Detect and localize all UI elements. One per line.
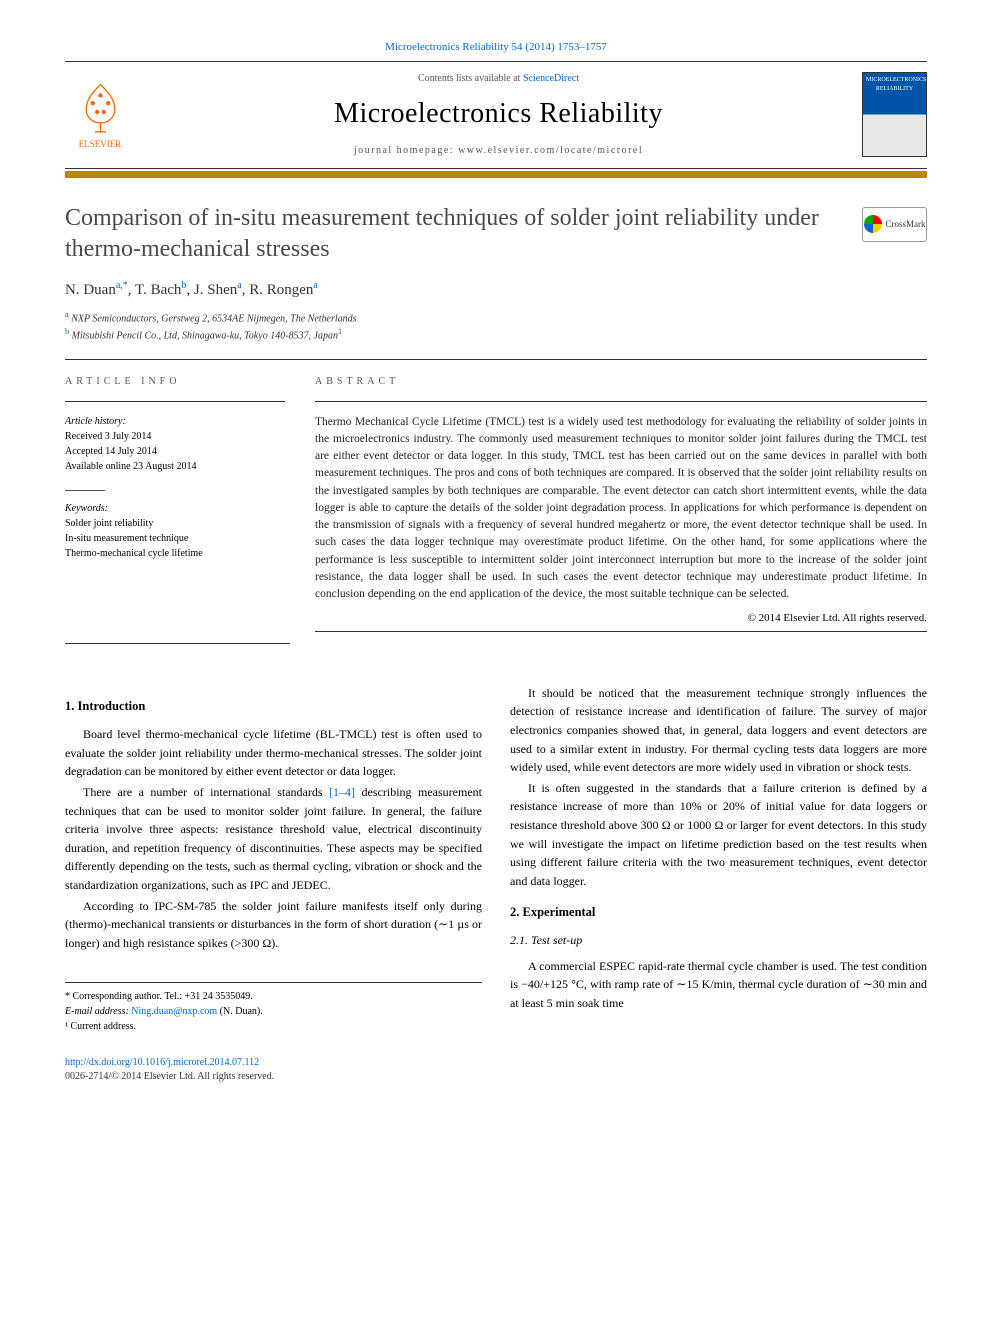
received-date: Received 3 July 2014 [65, 429, 285, 444]
text: describing measurement techniques that c… [65, 785, 482, 892]
article-info-col: ARTICLE INFO Article history: Received 3… [65, 375, 285, 644]
aff-mark: a [65, 310, 69, 319]
abstract-heading: ABSTRACT [315, 375, 927, 389]
affiliations: a NXP Semiconductors, Gerstweg 2, 6534AE… [65, 309, 927, 344]
reference-link[interactable]: [1–4] [329, 785, 355, 799]
title-row: Comparison of in-situ measurement techni… [65, 203, 927, 265]
aff-note[interactable]: 1 [338, 327, 342, 336]
author-mark[interactable]: a [313, 280, 317, 291]
divider [315, 401, 927, 402]
journal-cover-thumbnail[interactable]: MICROELECTRONICS RELIABILITY [862, 72, 927, 157]
paragraph: According to IPC-SM-785 the solder joint… [65, 897, 482, 953]
author[interactable]: R. Rongen [249, 282, 313, 298]
text: There are a number of international stan… [83, 785, 329, 799]
abstract-text: Thermo Mechanical Cycle Lifetime (TMCL) … [315, 414, 927, 604]
aff-text: Mitsubishi Pencil Co., Ltd, Shinagawa-ku… [72, 331, 338, 342]
accepted-date: Accepted 14 July 2014 [65, 444, 285, 459]
paragraph: It is often suggested in the standards t… [510, 779, 927, 891]
author-mark[interactable]: a,* [116, 280, 128, 291]
authors-list: N. Duana,*, T. Bachb, J. Shena, R. Ronge… [65, 279, 927, 301]
body-columns: 1. Introduction Board level thermo-mecha… [65, 684, 927, 1035]
email-suffix: (N. Duan). [217, 1006, 263, 1017]
info-heading: ARTICLE INFO [65, 375, 285, 389]
doi-link[interactable]: http://dx.doi.org/10.1016/j.microrel.201… [65, 1057, 259, 1068]
abstract-col: ABSTRACT Thermo Mechanical Cycle Lifetim… [315, 375, 927, 644]
history-label: Article history: [65, 414, 285, 429]
cover-text: MICROELECTRONICS RELIABILITY [866, 76, 923, 93]
corresponding-footer: * Corresponding author. Tel.: +31 24 353… [65, 982, 482, 1034]
paragraph: A commercial ESPEC rapid-rate thermal cy… [510, 957, 927, 1013]
citation-link[interactable]: Microelectronics Reliability 54 (2014) 1… [385, 41, 607, 53]
paragraph: Board level thermo-mechanical cycle life… [65, 725, 482, 781]
keyword: Solder joint reliability [65, 516, 285, 531]
crossmark-icon [864, 215, 882, 233]
left-column: 1. Introduction Board level thermo-mecha… [65, 684, 482, 1035]
affiliation: a NXP Semiconductors, Gerstweg 2, 6534AE… [65, 309, 927, 326]
crossmark-button[interactable]: CrossMark [862, 207, 927, 242]
publisher-name: ELSEVIER [65, 138, 135, 151]
affiliation: b Mitsubishi Pencil Co., Ltd, Shinagawa-… [65, 326, 927, 343]
copyright-footer: 0026-2714/© 2014 Elsevier Ltd. All right… [65, 1070, 927, 1084]
section-heading: 2. Experimental [510, 904, 927, 922]
divider [65, 490, 105, 491]
journal-name: Microelectronics Reliability [135, 94, 862, 133]
crossmark-label: CrossMark [886, 218, 926, 231]
subsection-heading: 2.1. Test set-up [510, 932, 927, 949]
author[interactable]: T. Bach [135, 282, 181, 298]
divider [65, 401, 285, 402]
online-date: Available online 23 August 2014 [65, 459, 285, 474]
aff-text: NXP Semiconductors, Gerstweg 2, 6534AE N… [71, 313, 356, 324]
homepage-url[interactable]: www.elsevier.com/locate/microrel [458, 145, 643, 156]
divider [315, 631, 927, 632]
page-container: Microelectronics Reliability 54 (2014) 1… [0, 0, 992, 1134]
doi-line: http://dx.doi.org/10.1016/j.microrel.201… [65, 1056, 927, 1070]
keywords-label: Keywords: [65, 501, 285, 516]
author-mark[interactable]: a [237, 280, 241, 291]
keyword: In-situ measurement technique [65, 531, 285, 546]
journal-homepage: journal homepage: www.elsevier.com/locat… [135, 144, 862, 158]
accent-bar [65, 171, 927, 178]
sciencedirect-link[interactable]: ScienceDirect [523, 73, 579, 84]
article-title: Comparison of in-situ measurement techni… [65, 203, 847, 265]
tree-icon [73, 79, 128, 134]
keywords-block: Keywords: Solder joint reliability In-si… [65, 501, 285, 561]
aff-mark: b [65, 327, 69, 336]
article-header: Comparison of in-situ measurement techni… [65, 203, 927, 344]
email-label: E-mail address: [65, 1006, 131, 1017]
author[interactable]: J. Shen [194, 282, 237, 298]
author-mark[interactable]: b [181, 280, 186, 291]
divider [65, 359, 927, 360]
corresponding-author: * Corresponding author. Tel.: +31 24 353… [65, 989, 482, 1004]
contents-prefix: Contents lists available at [418, 73, 523, 84]
header-center: Contents lists available at ScienceDirec… [135, 72, 862, 157]
paragraph: It should be noticed that the measuremen… [510, 684, 927, 777]
author[interactable]: N. Duan [65, 282, 116, 298]
article-history: Article history: Received 3 July 2014 Ac… [65, 414, 285, 474]
paragraph: There are a number of international stan… [65, 783, 482, 895]
footnote: ¹ Current address. [65, 1019, 482, 1034]
section-heading: 1. Introduction [65, 698, 482, 716]
email-line: E-mail address: Ning.duan@nxp.com (N. Du… [65, 1004, 482, 1019]
abstract-copyright: © 2014 Elsevier Ltd. All rights reserved… [315, 611, 927, 626]
info-abstract-row: ARTICLE INFO Article history: Received 3… [65, 375, 927, 644]
contents-list: Contents lists available at ScienceDirec… [135, 72, 862, 86]
citation-header: Microelectronics Reliability 54 (2014) 1… [65, 40, 927, 61]
keyword: Thermo-mechanical cycle lifetime [65, 546, 285, 561]
elsevier-logo[interactable]: ELSEVIER [65, 79, 135, 150]
journal-header: ELSEVIER Contents lists available at Sci… [65, 61, 927, 168]
right-column: It should be noticed that the measuremen… [510, 684, 927, 1035]
homepage-prefix: journal homepage: [354, 145, 458, 156]
email-link[interactable]: Ning.duan@nxp.com [131, 1006, 217, 1017]
